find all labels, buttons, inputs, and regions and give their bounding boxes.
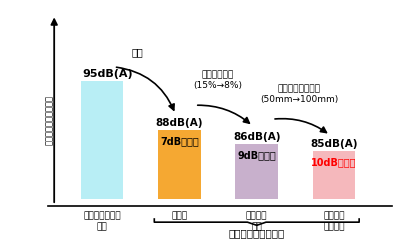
Bar: [236, 144, 278, 200]
Text: 85dB(A): 85dB(A): [310, 138, 358, 148]
Text: 吸音材の厚みＵＰ
(50mm→100mm): 吸音材の厚みＵＰ (50mm→100mm): [260, 84, 338, 104]
Bar: [158, 130, 201, 200]
Text: 9dB駁音減: 9dB駁音減: [237, 150, 276, 160]
Text: 88dB(A): 88dB(A): [156, 117, 203, 128]
Text: 7dB駁音減: 7dB駁音減: [160, 136, 199, 146]
Text: 95dB(A): 95dB(A): [82, 69, 133, 79]
Bar: [81, 81, 123, 200]
Text: 10dB駁音減: 10dB駁音減: [311, 156, 357, 167]
Text: 開口面積低減
(15%→8%): 開口面積低減 (15%→8%): [194, 71, 242, 90]
Text: エンクロージャ有り: エンクロージャ有り: [228, 228, 285, 237]
Text: 86dB(A): 86dB(A): [233, 131, 280, 141]
Text: 音響エネルギのＯＡ値: 音響エネルギのＯＡ値: [45, 95, 54, 145]
Text: 設置: 設置: [131, 47, 143, 57]
Bar: [313, 151, 355, 200]
